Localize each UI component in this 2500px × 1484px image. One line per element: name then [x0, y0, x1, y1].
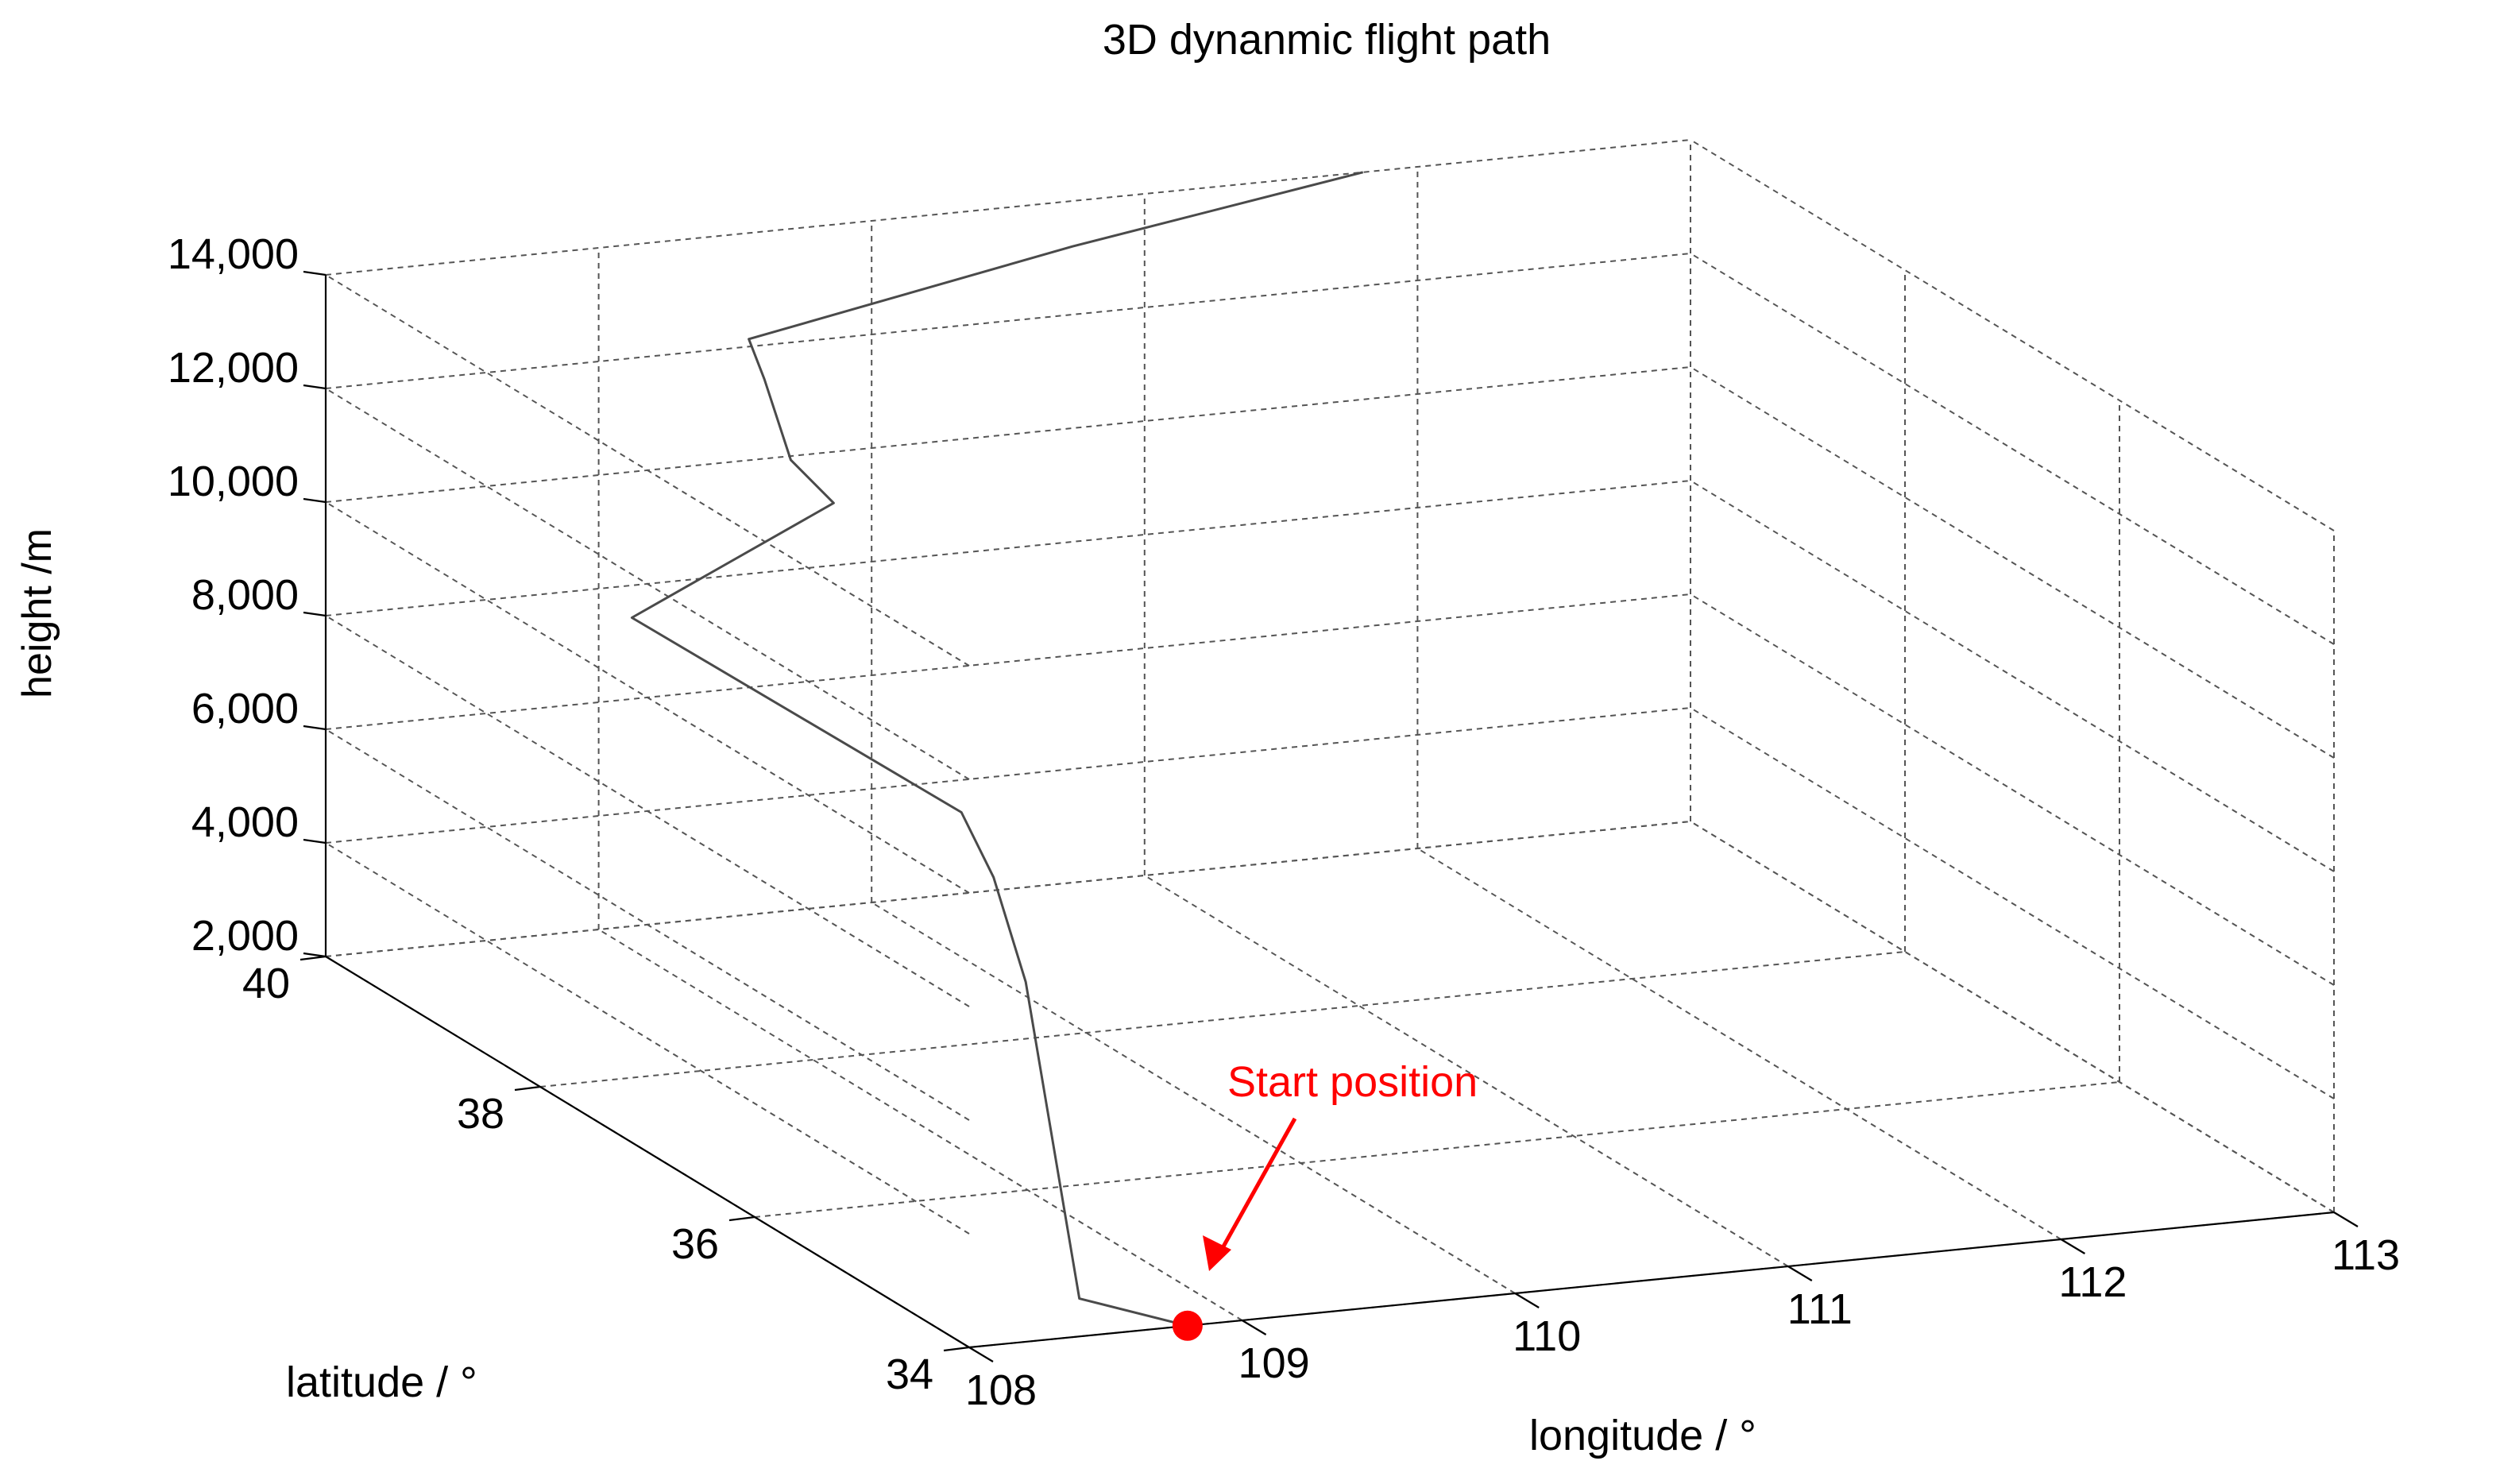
x-axis-label: longitude / ° — [1529, 1412, 1756, 1459]
grid-layer — [325, 139, 2335, 1348]
y-tick-label: 38 — [457, 1090, 504, 1138]
z-tick-label: 2,000 — [191, 912, 299, 960]
y-tick-label: 34 — [886, 1351, 933, 1398]
x-tick-label: 112 — [2058, 1258, 2127, 1306]
floor-gridline-y — [754, 1081, 2120, 1218]
floor-gridline-x — [1416, 848, 2061, 1240]
left-wall-gridline-z — [325, 615, 970, 1007]
x-tick-label: 109 — [1238, 1339, 1310, 1387]
left-wall-gridline-z — [325, 842, 970, 1235]
floor-gridline-y — [539, 951, 1906, 1088]
left-wall-gridline-z — [325, 388, 970, 780]
start-position-arrowhead — [1203, 1235, 1231, 1271]
back-wall-gridline-z — [325, 366, 1691, 503]
y-axis-label: latitude / ° — [286, 1358, 477, 1406]
y-tick — [514, 1085, 541, 1092]
back-wall-gridline-z — [325, 707, 1691, 844]
z-tick-label: 4,000 — [191, 798, 299, 846]
y-tick — [728, 1215, 755, 1222]
z-axis-label: height /m — [14, 528, 60, 698]
y-tick — [299, 955, 327, 961]
side-wall-gridline-z — [1690, 253, 2335, 645]
z-tick — [303, 952, 327, 958]
y-tick — [943, 1346, 970, 1352]
z-tick — [303, 838, 327, 844]
z-tick — [303, 497, 327, 504]
z-tick-label: 10,000 — [168, 458, 299, 505]
back-wall-gridline-z — [325, 593, 1691, 730]
left-wall-gridline-z — [325, 501, 970, 894]
side-wall-gridline-z — [1690, 480, 2335, 872]
x-tick — [2060, 1239, 2085, 1254]
back-wall-gridline-z — [325, 139, 1691, 276]
side-wall-gridline-z — [1690, 366, 2335, 759]
x-tick-label: 108 — [965, 1366, 1037, 1414]
floor-gridline-x — [1144, 875, 1789, 1267]
side-wall-gridline-z — [1690, 593, 2335, 986]
axes-layer — [299, 270, 2359, 1362]
flight-path-series — [630, 171, 1364, 1327]
z-tick-label: 6,000 — [191, 685, 299, 732]
series-layer — [630, 171, 1364, 1341]
side-wall-gridline-z — [1690, 139, 2335, 531]
side-wall-gridline-z — [1690, 821, 2335, 1213]
floor-gridline-x — [871, 902, 1516, 1294]
start-position-marker — [1172, 1310, 1203, 1341]
chart-title: 3D dynanmic flight path — [1103, 16, 1551, 64]
z-tick-label: 14,000 — [168, 230, 299, 278]
left-wall-gridline-z — [325, 728, 970, 1121]
back-wall-gridline-z — [325, 821, 1691, 957]
floor-gridline-x — [598, 929, 1243, 1321]
side-wall-gridline-z — [1690, 707, 2335, 1099]
x-tick — [2333, 1212, 2359, 1227]
x-tick-label: 113 — [2332, 1231, 2400, 1279]
left-wall-gridline-z — [325, 274, 970, 667]
x-tick — [1514, 1293, 1540, 1308]
z-tick — [303, 270, 327, 276]
back-wall-gridline-z — [325, 480, 1691, 616]
start-position-arrow — [1217, 1117, 1297, 1255]
x-tick-label: 111 — [1787, 1285, 1853, 1333]
z-tick — [303, 384, 327, 390]
z-tick-label: 8,000 — [191, 571, 299, 619]
back-wall-gridline-z — [325, 253, 1691, 389]
start-position-annotation: Start position — [1203, 1058, 1478, 1271]
x-tick-label: 110 — [1513, 1312, 1581, 1360]
label-layer: 108 109 110 111 112 113 34 36 38 402,000 4,000 6,00… — [168, 230, 2400, 1414]
start-position-label: Start position — [1227, 1058, 1478, 1106]
z-tick-label: 12,000 — [168, 344, 299, 392]
y-axis-line — [325, 956, 970, 1348]
y-tick-label: 40 — [242, 960, 290, 1007]
x-tick — [1787, 1266, 1813, 1281]
z-tick — [303, 611, 327, 617]
z-tick — [303, 725, 327, 731]
y-tick-label: 36 — [671, 1220, 719, 1268]
x-tick — [1242, 1320, 1267, 1335]
x-tick — [968, 1347, 994, 1362]
